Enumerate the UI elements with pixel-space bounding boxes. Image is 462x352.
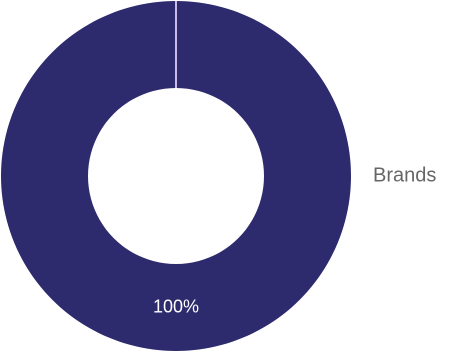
slices: 100% bbox=[1, 1, 352, 351]
slice bbox=[1, 1, 352, 351]
legend-label: Brands bbox=[373, 164, 436, 186]
data-label: 100% bbox=[153, 296, 199, 316]
